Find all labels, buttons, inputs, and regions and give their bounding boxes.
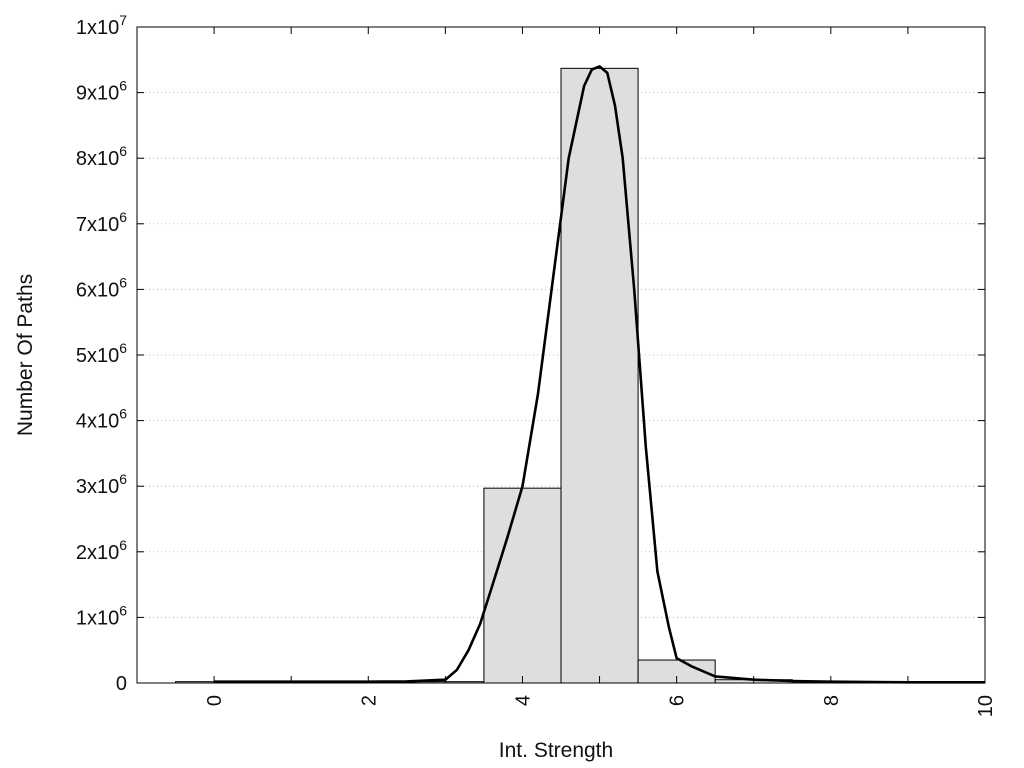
x-tick-label: 0 [204, 695, 226, 706]
histogram-bar [483, 487, 562, 684]
y-tick-label: 7x106 [76, 209, 127, 236]
y-axis-title: Number Of Paths [14, 274, 37, 436]
y-tick-base: 8x10 [76, 148, 119, 170]
y-tick-exponent: 6 [119, 602, 127, 618]
y-tick-label: 1x107 [76, 12, 127, 39]
y-tick-label: 4x106 [76, 406, 127, 433]
y-tick-label: 3x106 [76, 471, 127, 498]
y-tick-base: 5x10 [76, 345, 119, 367]
y-tick-label: 1x106 [76, 602, 127, 629]
y-tick-exponent: 6 [119, 274, 127, 290]
y-tick-base: 6x10 [76, 279, 119, 301]
x-axis-title: Int. Strength [499, 739, 613, 762]
x-tick-label: 8 [821, 695, 843, 706]
x-tick-label: 4 [512, 695, 534, 706]
y-tick-exponent: 6 [119, 340, 127, 356]
y-tick-exponent: 6 [119, 406, 127, 422]
y-tick-exponent: 6 [119, 209, 127, 225]
x-tick-label: 2 [358, 695, 380, 706]
distribution-curve [214, 65, 985, 684]
y-tick-base: 9x10 [76, 83, 119, 105]
y-axis-ticks: 01x1062x1063x1064x1065x1066x1067x1068x10… [76, 12, 985, 695]
y-tick-base: 7x10 [76, 214, 119, 236]
y-tick-label: 8x106 [76, 143, 127, 170]
y-tick-exponent: 6 [119, 537, 127, 553]
y-tick-exponent: 6 [119, 143, 127, 159]
y-tick-exponent: 6 [119, 471, 127, 487]
y-tick-label: 0 [116, 673, 127, 695]
y-tick-base: 0 [116, 673, 127, 695]
fit-curve [214, 65, 985, 684]
y-tick-label: 2x106 [76, 537, 127, 564]
y-tick-base: 3x10 [76, 476, 119, 498]
y-tick-base: 1x10 [76, 607, 119, 629]
x-tick-label: 10 [975, 695, 997, 717]
histogram-bar [560, 67, 639, 684]
x-axis-ticks: 0 2 4 6 8 10 [204, 27, 997, 717]
y-tick-exponent: 7 [119, 12, 127, 28]
y-tick-exponent: 6 [119, 78, 127, 94]
histogram-bars [175, 67, 947, 684]
y-tick-base: 1x10 [76, 17, 119, 39]
y-tick-base: 2x10 [76, 542, 119, 564]
y-tick-base: 4x10 [76, 411, 119, 433]
x-tick-label: 6 [667, 695, 689, 706]
y-tick-label: 9x106 [76, 78, 127, 105]
y-tick-label: 5x106 [76, 340, 127, 367]
y-tick-label: 6x106 [76, 274, 127, 301]
